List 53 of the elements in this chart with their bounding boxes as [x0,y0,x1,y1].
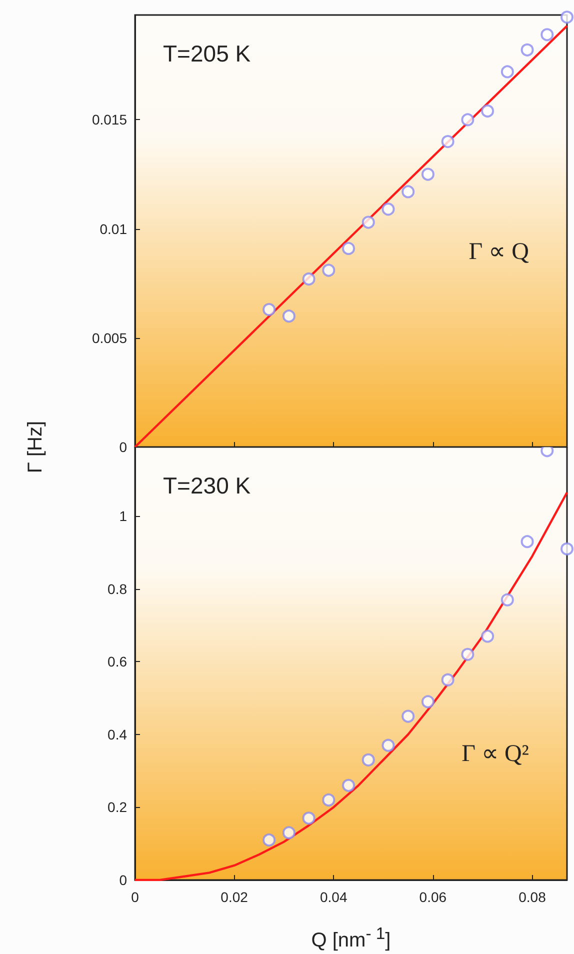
point [362,216,375,229]
text: T=230 K [163,472,252,498]
point [342,242,356,255]
point [421,695,434,708]
y-tick-label: 0.015 [92,112,128,128]
x-tick-label: 0.08 [518,889,546,905]
point [402,710,415,723]
point [560,542,574,556]
point [282,310,296,323]
point [262,833,276,846]
y-axis-title: Γ [Hz] [24,420,48,474]
point [520,535,534,548]
point [540,447,554,458]
y-tick-label: 0.005 [92,330,128,346]
point [382,738,395,752]
y-tick-label: 0.6 [108,654,128,670]
point [500,65,514,78]
point [520,43,534,56]
point [500,593,514,606]
point [441,673,454,686]
point [461,648,474,661]
y-tick-label: 0.4 [108,726,128,742]
x-tick-label: 0.06 [419,889,447,905]
point [322,793,336,806]
point [302,812,316,825]
x-tick-label: 0.02 [220,889,248,905]
point [342,778,356,792]
text: T=205 K [163,40,252,66]
point [481,630,494,643]
point [461,113,474,126]
x-axis-title: Q [nm$^{- 1}$] [311,924,391,953]
y-tick-label: 1 [119,508,128,524]
annotation: Γ ∝ Q² [462,741,530,767]
point [382,202,395,216]
y-tick-label: 0.8 [108,580,128,597]
point [560,10,574,24]
x-tick-label: 0 [131,889,140,905]
point [322,264,336,277]
y-tick-label: 0.01 [100,220,128,237]
x-tick-label: 0.04 [320,889,348,905]
point [282,826,296,840]
y-tick-label: 0 [119,439,128,455]
point [421,168,434,181]
point [362,753,375,766]
y-tick-label: 0.2 [108,799,128,816]
annotation: Γ ∝ Q [468,239,530,265]
point [481,104,494,118]
point [402,185,415,198]
point [262,303,276,316]
point [540,28,554,42]
y-tick-label: 0 [119,872,128,888]
point [441,135,454,148]
point [302,272,316,286]
